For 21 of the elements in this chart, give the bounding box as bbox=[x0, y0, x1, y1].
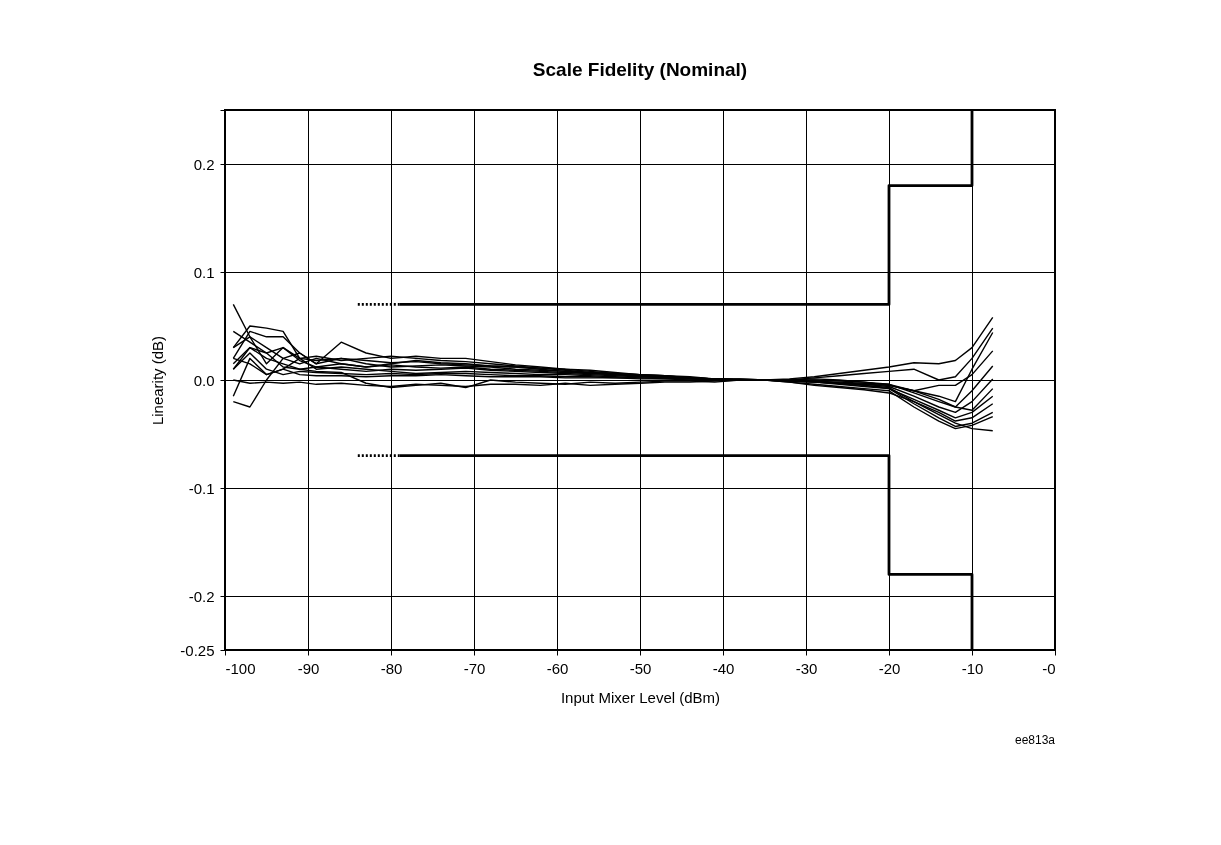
x-tick-label: -10 bbox=[961, 659, 984, 677]
text: ee813a bbox=[1014, 733, 1056, 747]
x-tick-label: -60 bbox=[546, 659, 569, 677]
x-tick-label: -50 bbox=[629, 659, 652, 677]
chart-title: Scale Fidelity (Nominal) bbox=[532, 58, 748, 80]
y-tick-label: -0.2 bbox=[188, 587, 215, 605]
x-tick-label: -30 bbox=[795, 659, 818, 677]
x-axis-title: Input Mixer Level (dBm) bbox=[560, 688, 721, 706]
y-tick-label: 0.0 bbox=[193, 371, 215, 389]
y-axis-title: Linearity (dB) bbox=[149, 335, 167, 426]
y-tick-label: -0.1 bbox=[188, 479, 215, 497]
x-tick-label: -90 bbox=[297, 659, 320, 677]
y-tick-label: -0.25 bbox=[180, 641, 215, 659]
y-tick-label: 0.2 bbox=[193, 155, 215, 173]
y-tick-label: 0.1 bbox=[193, 263, 215, 281]
x-tick-label: -40 bbox=[712, 659, 735, 677]
x-tick-label: -100 bbox=[225, 659, 256, 677]
x-tick-label: -80 bbox=[380, 659, 403, 677]
x-tick-label: -20 bbox=[878, 659, 901, 677]
x-tick-label: -70 bbox=[463, 659, 486, 677]
x-tick-label: -0 bbox=[1042, 659, 1056, 677]
